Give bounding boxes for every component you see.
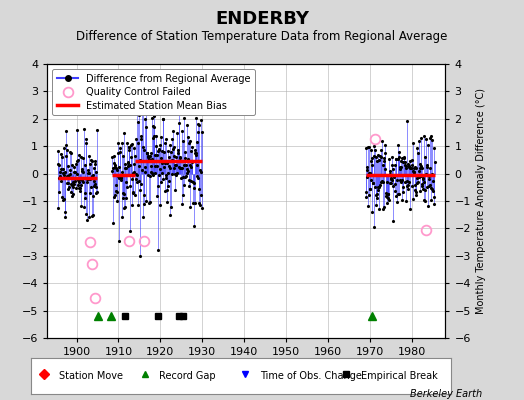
Text: Empirical Break: Empirical Break — [361, 371, 437, 381]
Legend: Difference from Regional Average, Quality Control Failed, Estimated Station Mean: Difference from Regional Average, Qualit… — [52, 69, 255, 115]
Text: Station Move: Station Move — [59, 371, 123, 381]
Text: Time of Obs. Change: Time of Obs. Change — [260, 371, 362, 381]
Text: ENDERBY: ENDERBY — [215, 10, 309, 28]
Y-axis label: Monthly Temperature Anomaly Difference (°C): Monthly Temperature Anomaly Difference (… — [476, 88, 486, 314]
Text: Record Gap: Record Gap — [159, 371, 216, 381]
Text: Difference of Station Temperature Data from Regional Average: Difference of Station Temperature Data f… — [77, 30, 447, 43]
Text: Berkeley Earth: Berkeley Earth — [410, 389, 482, 399]
